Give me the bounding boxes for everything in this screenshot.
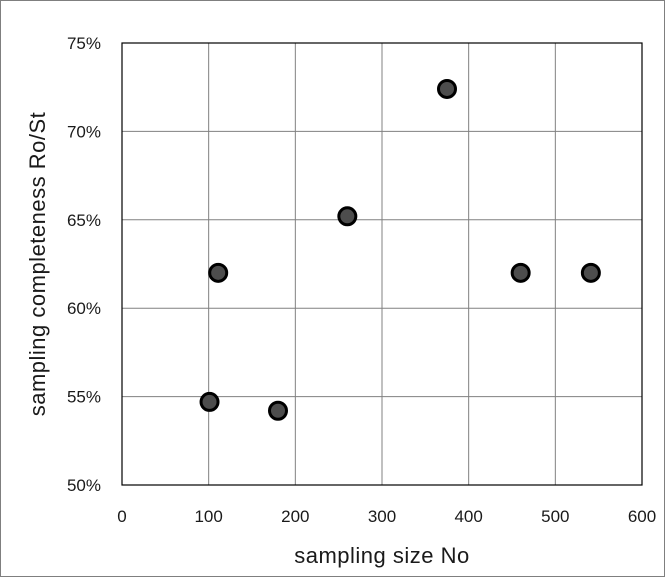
y-axis-label: sampling completeness Ro/St (25, 112, 50, 417)
plot-area (121, 42, 643, 486)
y-tick-label: 75% (67, 34, 101, 53)
y-tick-label: 70% (67, 122, 101, 141)
data-points (199, 78, 601, 421)
data-point (437, 78, 457, 99)
y-tick-label: 60% (67, 299, 101, 318)
x-tick-label: 400 (454, 507, 482, 526)
x-tick-label: 100 (194, 507, 222, 526)
x-tick-label: 300 (368, 507, 396, 526)
data-point (208, 262, 229, 283)
data-point (510, 262, 531, 283)
data-point (580, 262, 601, 283)
x-tick-label: 500 (541, 507, 569, 526)
x-axis-tick-labels: 0 100 200 300 400 500 600 (117, 507, 656, 526)
x-tick-label: 0 (117, 507, 126, 526)
x-tick-label: 200 (281, 507, 309, 526)
x-tick-label: 600 (628, 507, 656, 526)
y-tick-label: 50% (67, 476, 101, 495)
data-point (337, 206, 358, 227)
data-point (199, 391, 220, 412)
y-axis-tick-labels: 50% 55% 60% 65% 70% 75% (67, 34, 101, 495)
x-axis-label: sampling size No (294, 543, 470, 568)
y-tick-label: 55% (67, 388, 101, 407)
y-tick-label: 65% (67, 211, 101, 230)
data-point (268, 400, 288, 421)
